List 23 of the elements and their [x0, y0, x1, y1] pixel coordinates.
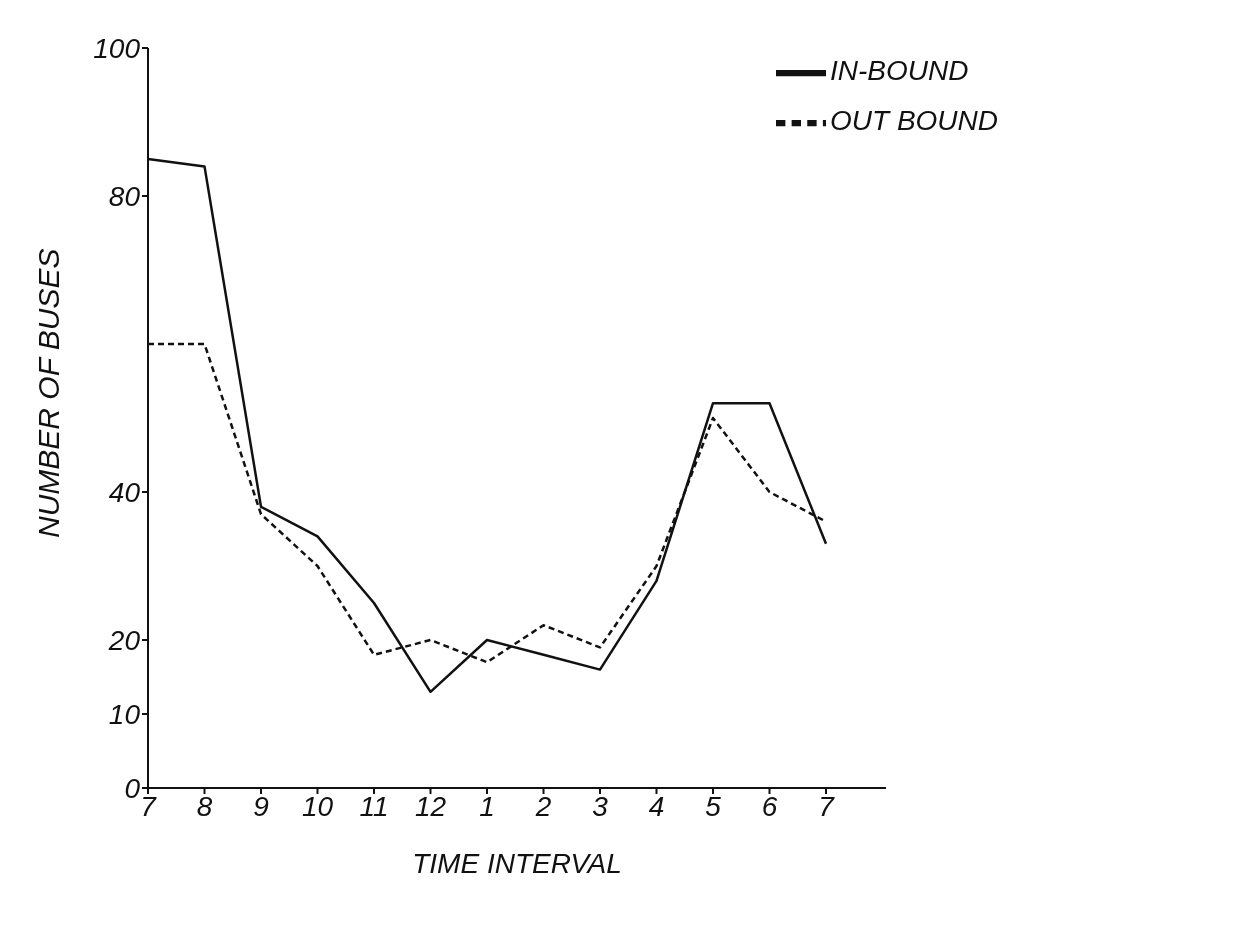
x-tick-label: 5	[705, 790, 722, 822]
x-tick-label: 11	[359, 790, 389, 822]
y-tick-label: 0	[124, 772, 141, 804]
x-tick-label: 3	[592, 790, 609, 822]
y-tick-label: 20	[107, 624, 141, 656]
x-tick-label: 2	[534, 790, 552, 822]
x-tick-label: 6	[761, 790, 778, 822]
x-tick-label: 7	[818, 790, 836, 822]
legend-label: IN-BOUND	[830, 55, 969, 87]
x-tick-label: 8	[196, 790, 213, 822]
y-tick-label: 10	[108, 698, 141, 730]
x-tick-label: 10	[301, 790, 334, 822]
y-tick-label: 40	[108, 476, 141, 508]
x-tick-label: 4	[648, 790, 665, 822]
x-tick-label: 7	[140, 790, 158, 822]
x-tick-label: 9	[253, 790, 269, 822]
y-tick-label: 100	[93, 32, 141, 64]
x-tick-label: 1	[479, 790, 495, 822]
y-tick-label: 80	[108, 180, 141, 212]
x-tick-label: 12	[414, 790, 447, 822]
legend-label: OUT BOUND	[830, 105, 998, 137]
y-axis-title: NUMBER OF BUSES	[31, 248, 65, 538]
x-axis-title: TIME INTERVAL	[412, 848, 622, 879]
